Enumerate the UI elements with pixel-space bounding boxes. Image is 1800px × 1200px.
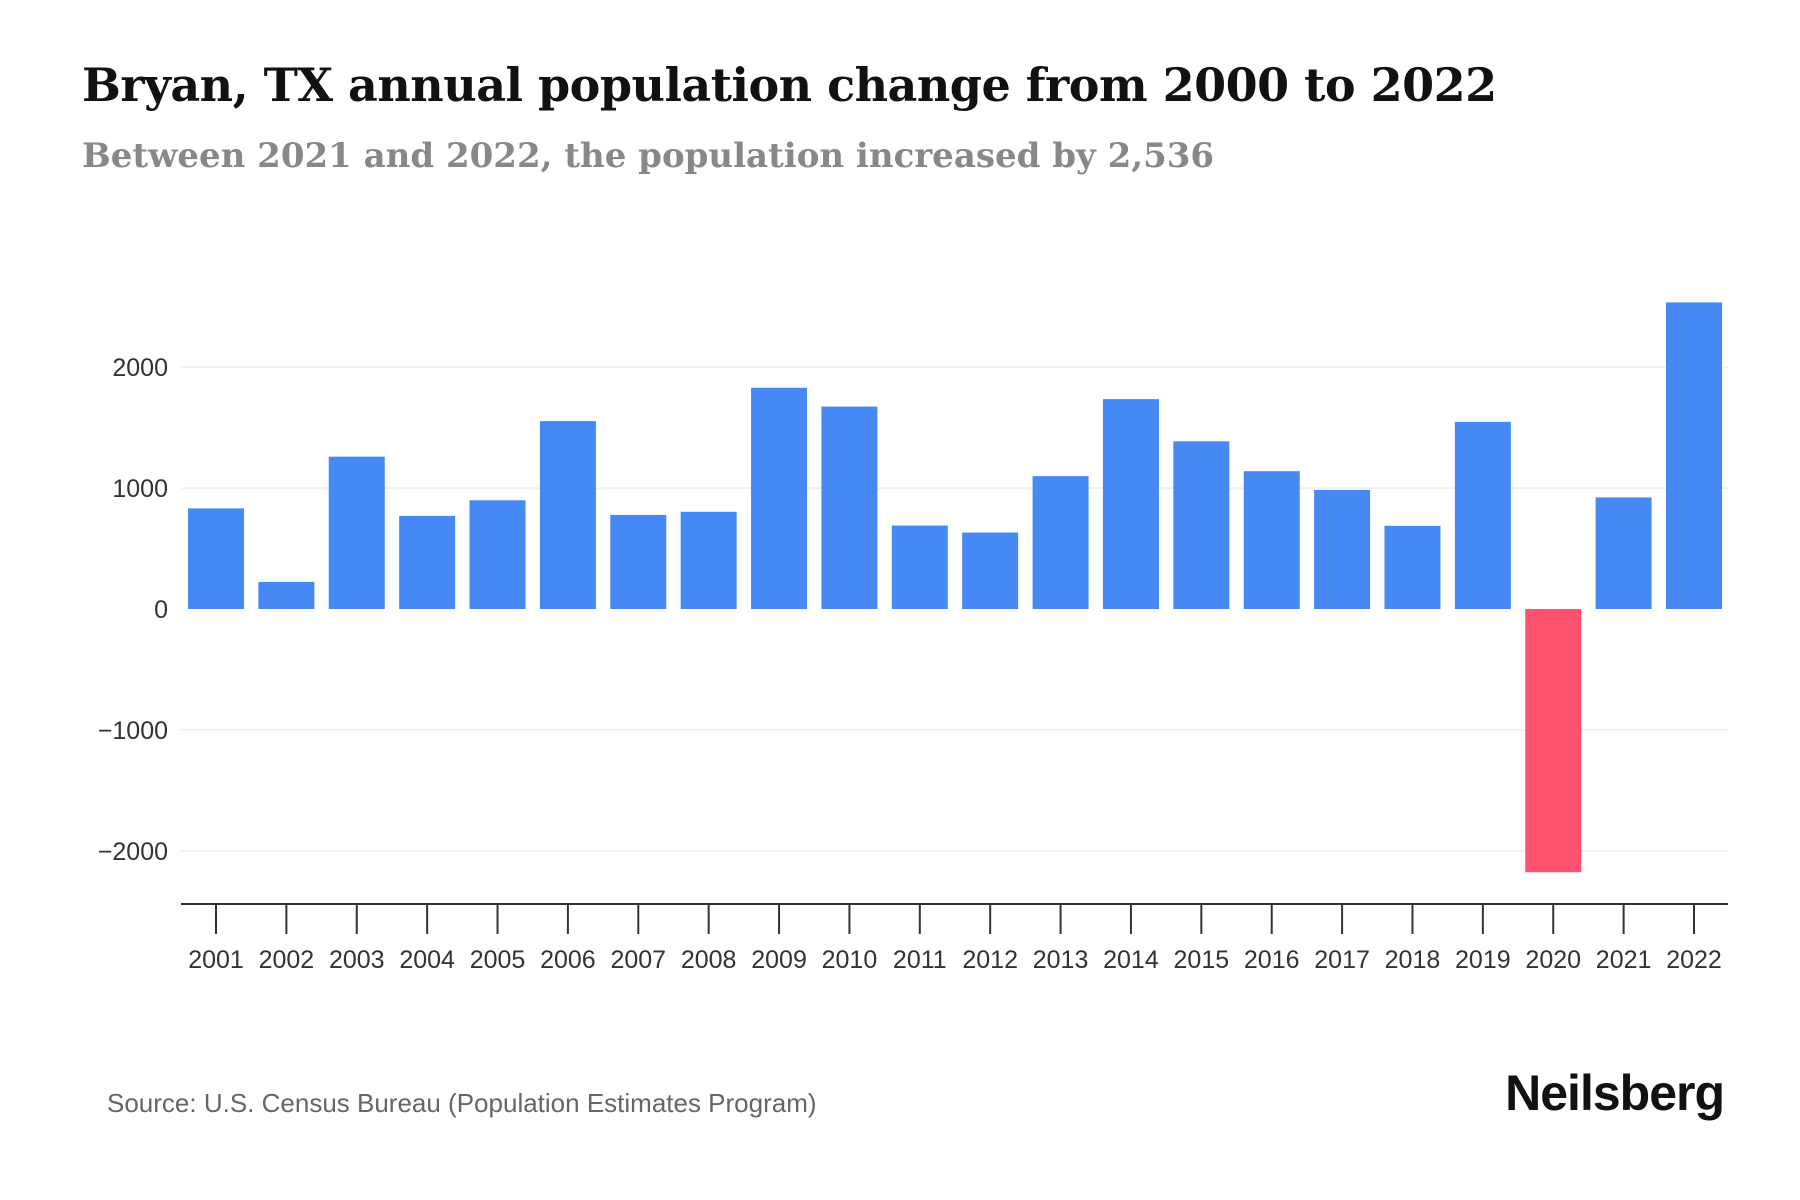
x-tick-label: 2022 [1666,946,1722,974]
bar-2022 [1666,302,1722,609]
x-tick-label: 2011 [893,946,947,974]
x-tick-label: 2012 [962,946,1018,974]
bar-2012 [962,532,1019,609]
chart-subtitle: Between 2021 and 2022, the population in… [82,136,1215,176]
chart-title: Bryan, TX annual population change from … [82,58,1497,112]
x-tick-label: 2006 [540,946,596,974]
x-tick-label: 2007 [610,946,666,974]
bar-2005 [469,500,526,609]
x-tick-label: 2005 [470,946,526,974]
bar-2010 [821,406,878,609]
x-axis [181,903,1728,934]
y-tick-label: −2000 [98,838,168,866]
x-tick-label: 2013 [1033,946,1089,974]
bar-2001 [188,508,244,609]
x-tick-label: 2014 [1103,946,1159,974]
bar-2021 [1595,497,1652,609]
bar-2015 [1173,441,1230,609]
x-tick-label: 2004 [399,946,455,974]
bar-2007 [610,514,667,609]
bars [188,302,1722,873]
y-tick-label: −1000 [98,717,168,745]
bar-2018 [1384,525,1441,609]
bar-2004 [399,515,456,609]
x-tick-label: 2009 [751,946,807,974]
bar-2006 [539,421,596,609]
bar-2017 [1314,489,1371,609]
y-tick-label: 1000 [112,475,168,503]
x-tick-label: 2021 [1596,946,1652,974]
bar-2019 [1454,421,1511,609]
y-axis-labels: −2000 −1000 0 1000 2000 [98,354,168,866]
x-tick-label: 2003 [329,946,385,974]
source-note: Source: U.S. Census Bureau (Population E… [107,1088,817,1118]
bar-2009 [751,387,808,609]
x-tick-label: 2016 [1244,946,1300,974]
bar-2011 [891,525,948,609]
x-tick-label: 2017 [1314,946,1370,974]
bar-2013 [1032,476,1089,609]
x-tick-label: 2002 [259,946,315,974]
brand-logo: Neilsberg [1505,1065,1725,1121]
bar-2020 [1525,609,1582,873]
bar-2016 [1243,471,1300,609]
x-tick-label: 2001 [188,946,244,974]
x-tick-label: 2020 [1525,946,1581,974]
x-tick-label: 2018 [1385,946,1441,974]
x-axis-labels: 2001 2002 2003 2004 2005 2006 2007 2008 2009 2010… [188,946,1722,974]
y-tick-label: 2000 [112,354,168,382]
x-tick-label: 2015 [1174,946,1230,974]
bar-2014 [1102,399,1159,609]
bar-2002 [258,581,315,609]
y-tick-label: 0 [154,596,168,624]
x-tick-label: 2019 [1455,946,1511,974]
bar-2003 [328,456,385,609]
x-tick-label: 2008 [681,946,737,974]
bar-2008 [680,511,737,609]
x-tick-label: 2010 [822,946,878,974]
